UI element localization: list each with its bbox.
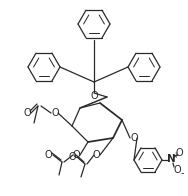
Text: O: O xyxy=(51,108,59,118)
Text: O: O xyxy=(23,108,31,118)
Text: O: O xyxy=(130,133,138,143)
Text: N: N xyxy=(167,154,175,164)
Text: +: + xyxy=(172,152,178,161)
Text: O: O xyxy=(90,91,98,101)
Text: O: O xyxy=(175,148,183,158)
Text: O: O xyxy=(173,165,181,175)
Text: O: O xyxy=(72,150,80,160)
Text: O: O xyxy=(68,152,76,162)
Text: O: O xyxy=(92,150,100,160)
Text: -: - xyxy=(180,168,184,178)
Text: O: O xyxy=(44,150,52,160)
